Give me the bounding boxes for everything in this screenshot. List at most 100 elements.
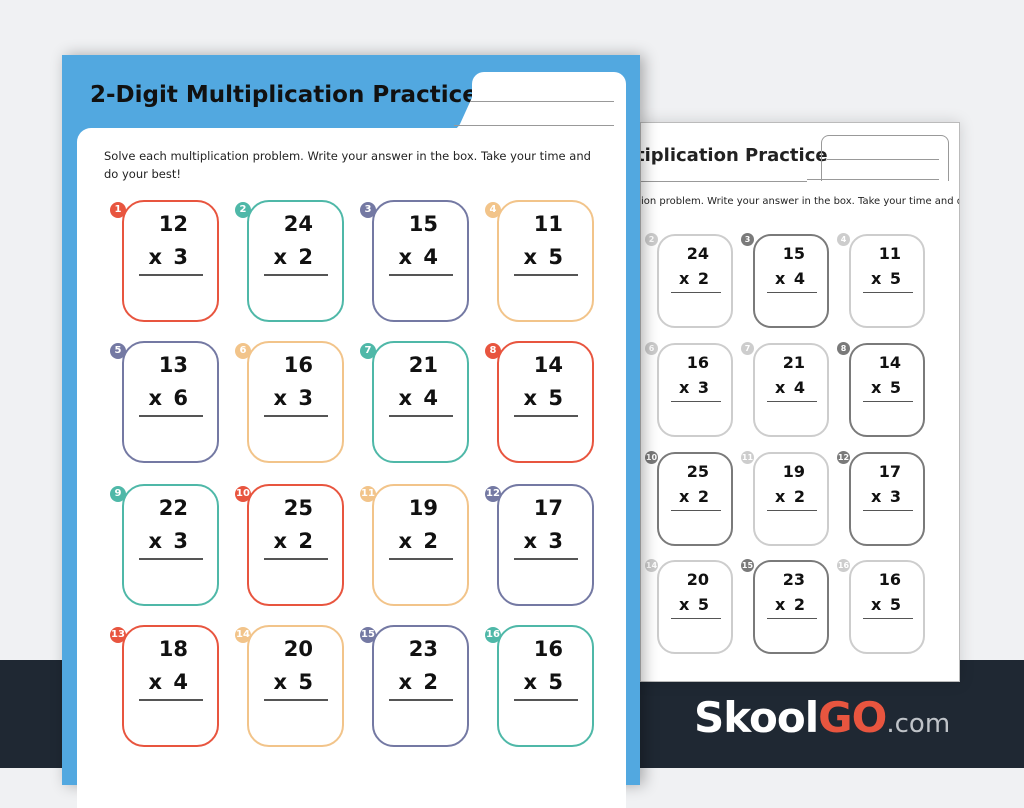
multiplicand: 17 — [878, 462, 901, 481]
problem-number-badge: 6 — [645, 342, 658, 355]
answer-box[interactable]: 16 x 3 — [247, 341, 344, 463]
answer-box[interactable]: 25 x 2 — [247, 484, 344, 606]
multiplicand: 24 — [283, 212, 313, 236]
back-answer-box: 21 x 4 — [753, 343, 829, 437]
back-title: tiplication Practice — [640, 145, 828, 166]
answer-box[interactable]: 19 x 2 — [372, 484, 469, 606]
answer-rule — [863, 292, 913, 293]
multiplicand: 16 — [533, 637, 563, 661]
multiplicand: 16 — [283, 353, 313, 377]
multiplicand: 15 — [408, 212, 438, 236]
back-answer-box: 14 x 5 — [849, 343, 925, 437]
answer-rule — [671, 292, 721, 293]
answer-box[interactable]: 21 x 4 — [372, 341, 469, 463]
answer-rule — [389, 558, 453, 560]
multiplicand: 15 — [782, 244, 805, 263]
answer-box[interactable]: 17 x 3 — [497, 484, 594, 606]
answer-rule — [514, 558, 578, 560]
answer-rule — [139, 558, 203, 560]
date-line — [807, 179, 939, 180]
answer-rule — [139, 699, 203, 701]
multiplicand: 23 — [782, 570, 805, 589]
multiplicand: 16 — [878, 570, 901, 589]
multiplier: x 3 — [870, 487, 901, 506]
multiplicand: 12 — [158, 212, 188, 236]
multiplier: x 5 — [523, 670, 563, 694]
answer-rule — [514, 415, 578, 417]
problem-number-badge: 4 — [837, 233, 850, 246]
multiplier: x 4 — [774, 269, 805, 288]
multiplier: x 4 — [148, 670, 188, 694]
problem-number-badge: 16 — [485, 627, 501, 643]
answer-rule — [514, 274, 578, 276]
problem-number-badge: 2 — [645, 233, 658, 246]
multiplicand: 14 — [533, 353, 563, 377]
problem-number-badge: 15 — [741, 559, 754, 572]
multiplier: x 5 — [870, 595, 901, 614]
problem-number-badge: 3 — [741, 233, 754, 246]
multiplier: x 5 — [523, 245, 563, 269]
answer-box[interactable]: 18 x 4 — [122, 625, 219, 747]
problem-number-badge: 12 — [485, 486, 501, 502]
problem-number-badge: 13 — [110, 627, 126, 643]
multiplier: x 2 — [678, 269, 709, 288]
problem-number-badge: 8 — [837, 342, 850, 355]
multiplier: x 5 — [870, 378, 901, 397]
instructions: Solve each multiplication problem. Write… — [104, 149, 591, 181]
multiplicand: 23 — [408, 637, 438, 661]
answer-box[interactable]: 24 x 2 — [247, 200, 344, 322]
multiplicand: 19 — [408, 496, 438, 520]
problem-number-badge: 10 — [645, 451, 658, 464]
worksheet-body: Solve each multiplication problem. Write… — [77, 128, 626, 808]
multiplier: x 4 — [774, 378, 805, 397]
back-answer-box: 25 x 2 — [657, 452, 733, 546]
front-worksheet: 2-Digit Multiplication Practice Solve ea… — [62, 55, 640, 808]
answer-box[interactable]: 23 x 2 — [372, 625, 469, 747]
back-answer-box: 17 x 3 — [849, 452, 925, 546]
answer-rule — [264, 558, 328, 560]
answer-box[interactable]: 16 x 5 — [497, 625, 594, 747]
multiplier: x 2 — [398, 529, 438, 553]
problem-number-badge: 11 — [741, 451, 754, 464]
multiplicand: 24 — [686, 244, 709, 263]
problem-number-badge: 7 — [360, 343, 376, 359]
multiplier: x 2 — [398, 670, 438, 694]
answer-box[interactable]: 20 x 5 — [247, 625, 344, 747]
problem-number-badge: 4 — [485, 202, 501, 218]
problem-number-badge: 8 — [485, 343, 501, 359]
answer-box[interactable]: 15 x 4 — [372, 200, 469, 322]
answer-box[interactable]: 11 x 5 — [497, 200, 594, 322]
back-worksheet-preview: tiplication Practice ion problem. Write … — [640, 122, 960, 682]
problem-number-badge: 1 — [110, 202, 126, 218]
multiplier: x 4 — [398, 245, 438, 269]
back-instructions: ion problem. Write your answer in the bo… — [641, 196, 960, 207]
answer-rule — [767, 618, 817, 619]
answer-box[interactable]: 12 x 3 — [122, 200, 219, 322]
multiplicand: 11 — [878, 244, 901, 263]
problem-number-badge: 9 — [110, 486, 126, 502]
multiplier: x 3 — [148, 529, 188, 553]
multiplier: x 3 — [273, 386, 313, 410]
multiplier: x 3 — [678, 378, 709, 397]
multiplicand: 25 — [283, 496, 313, 520]
problem-number-badge: 5 — [110, 343, 126, 359]
multiplicand: 20 — [283, 637, 313, 661]
answer-rule — [863, 401, 913, 402]
answer-rule — [863, 618, 913, 619]
back-answer-box: 24 x 2 — [657, 234, 733, 328]
multiplicand: 18 — [158, 637, 188, 661]
answer-rule — [389, 274, 453, 276]
back-answer-box: 15 x 4 — [753, 234, 829, 328]
answer-rule — [514, 699, 578, 701]
problem-number-badge: 12 — [837, 451, 850, 464]
name-line — [470, 101, 614, 102]
answer-box[interactable]: 14 x 5 — [497, 341, 594, 463]
answer-box[interactable]: 22 x 3 — [122, 484, 219, 606]
back-answer-box: 20 x 5 — [657, 560, 733, 654]
answer-box[interactable]: 13 x 6 — [122, 341, 219, 463]
multiplier: x 5 — [870, 269, 901, 288]
multiplicand: 19 — [782, 462, 805, 481]
date-line — [454, 125, 614, 126]
back-answer-box: 11 x 5 — [849, 234, 925, 328]
multiplier: x 3 — [523, 529, 563, 553]
